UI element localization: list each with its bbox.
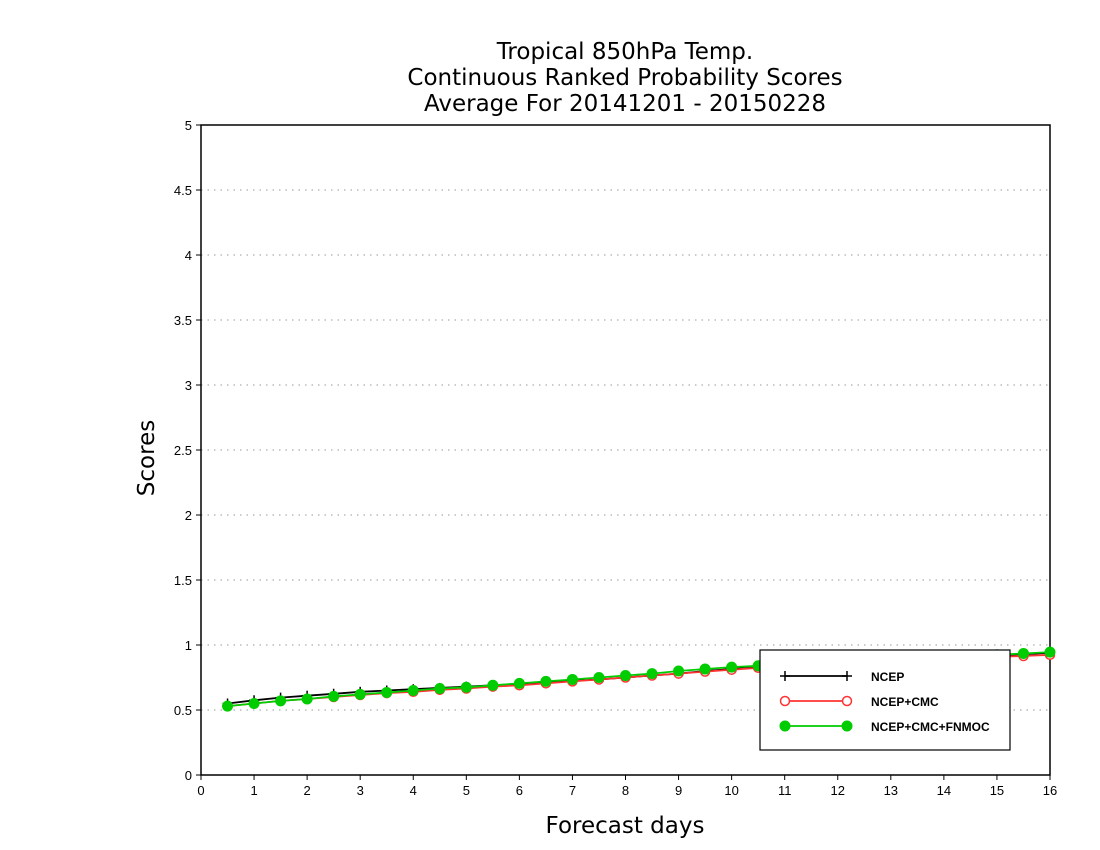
- data-point-ncep-cmc-fnmoc: [699, 663, 711, 675]
- legend: NCEP NCEP+CMC NCEP+CMC+FNMOC: [759, 649, 1011, 751]
- chart-title: Tropical 850hPa Temp. Continuous Ranked …: [407, 39, 842, 117]
- y-tick-label: 0.5: [174, 703, 192, 718]
- title-line-2: Continuous Ranked Probability Scores: [407, 65, 842, 91]
- data-point-ncep-cmc-fnmoc: [513, 677, 525, 689]
- x-tick-label: 0: [197, 783, 204, 798]
- data-point-ncep-cmc-fnmoc: [1017, 647, 1029, 659]
- x-tick-label: 10: [724, 783, 738, 798]
- y-tick-label: 3: [185, 378, 192, 393]
- x-tick-label: 16: [1043, 783, 1057, 798]
- x-tick-label: 15: [990, 783, 1004, 798]
- legend-marker: [841, 695, 853, 707]
- data-point-ncep-cmc-fnmoc: [434, 683, 446, 695]
- legend-label: NCEP+CMC: [871, 695, 939, 709]
- data-point-ncep-cmc-fnmoc: [487, 679, 499, 691]
- x-tick-label: 12: [831, 783, 845, 798]
- data-point-ncep-cmc-fnmoc: [673, 665, 685, 677]
- legend-box: [759, 649, 1011, 751]
- x-tick-label: 13: [884, 783, 898, 798]
- y-axis-label: Scores: [134, 420, 160, 496]
- x-tick-label: 5: [463, 783, 470, 798]
- data-point-ncep-cmc-fnmoc: [1044, 646, 1056, 658]
- x-tick-label: 6: [516, 783, 523, 798]
- legend-marker: [842, 671, 852, 681]
- data-point-ncep-cmc-fnmoc: [381, 686, 393, 698]
- y-tick-label: 5: [185, 118, 192, 133]
- y-tick-label: 4.5: [174, 183, 192, 198]
- data-point-ncep-cmc-fnmoc: [248, 698, 260, 709]
- legend-entry-ncep-cmc: NCEP+CMC: [779, 695, 939, 709]
- data-point-ncep-cmc-fnmoc: [566, 673, 578, 685]
- x-axis-ticks: 0 1 2 3 4 5 6 7 8 9 10 11 12 13 14 15 16: [197, 775, 1057, 798]
- y-tick-label: 1: [185, 638, 192, 653]
- y-tick-label: 1.5: [174, 573, 192, 588]
- x-tick-label: 9: [675, 783, 682, 798]
- data-point-ncep-cmc-fnmoc: [222, 700, 234, 712]
- y-tick-label: 3.5: [174, 313, 192, 328]
- x-axis-label: Forecast days: [546, 813, 705, 839]
- y-axis-ticks: 0 0.5 1 1.5 2 2.5 3 3.5 4 4.5 5: [174, 118, 201, 783]
- y-tick-label: 2: [185, 508, 192, 523]
- data-point-ncep-cmc-fnmoc: [726, 661, 738, 673]
- data-point-ncep-cmc-fnmoc: [620, 670, 631, 682]
- legend-label: NCEP+CMC+FNMOC: [871, 720, 990, 734]
- gridlines: [201, 189, 1050, 711]
- legend-label: NCEP: [871, 670, 904, 684]
- legend-marker: [780, 671, 790, 681]
- y-tick-label: 4: [185, 248, 192, 263]
- data-point-ncep-cmc-fnmoc: [328, 690, 340, 702]
- x-tick-label: 1: [250, 783, 257, 798]
- x-tick-label: 8: [622, 783, 629, 798]
- x-tick-label: 3: [357, 783, 364, 798]
- data-point-ncep-cmc-fnmoc: [646, 668, 658, 680]
- x-tick-label: 2: [304, 783, 311, 798]
- legend-marker: [779, 695, 791, 707]
- data-point-ncep-cmc-fnmoc: [540, 675, 552, 687]
- y-tick-label: 0: [185, 768, 192, 783]
- data-point-ncep-cmc-fnmoc: [275, 695, 287, 707]
- data-point-ncep-cmc-fnmoc: [460, 681, 472, 693]
- legend-marker: [841, 720, 853, 732]
- data-point-ncep-cmc-fnmoc: [593, 672, 605, 683]
- x-tick-label: 11: [778, 783, 792, 798]
- x-tick-label: 7: [569, 783, 576, 798]
- legend-entry-ncep: NCEP: [780, 670, 904, 684]
- legend-marker: [779, 720, 791, 732]
- title-line-1: Tropical 850hPa Temp.: [496, 39, 753, 65]
- data-point-ncep-cmc-fnmoc: [301, 693, 313, 705]
- legend-entry-ncep-cmc-fnmoc: NCEP+CMC+FNMOC: [779, 720, 990, 734]
- x-tick-label: 14: [937, 783, 951, 798]
- x-tick-label: 4: [410, 783, 417, 798]
- title-line-3: Average For 20141201 - 20150228: [424, 91, 826, 117]
- data-point-ncep-cmc-fnmoc: [407, 685, 419, 696]
- y-tick-label: 2.5: [174, 443, 192, 458]
- data-point-ncep-cmc-fnmoc: [354, 688, 366, 700]
